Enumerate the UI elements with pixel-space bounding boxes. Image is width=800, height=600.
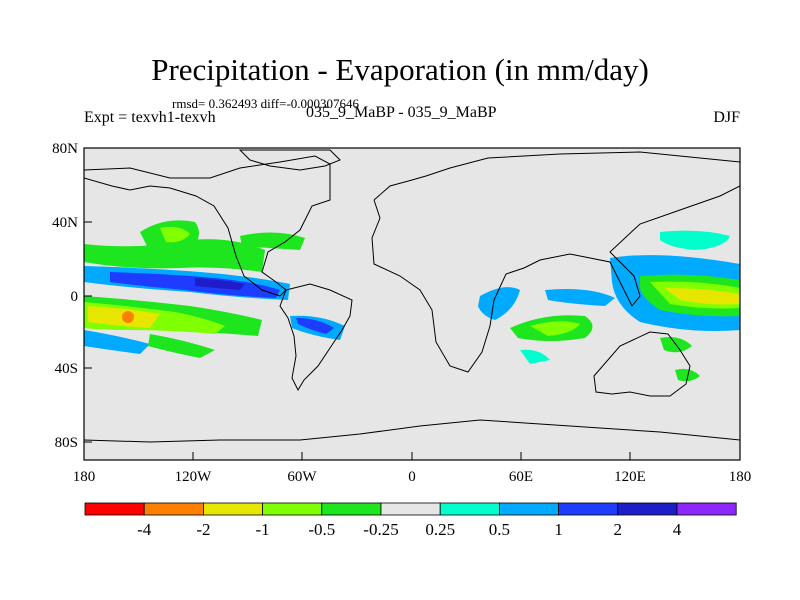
- contour-band: [84, 239, 265, 272]
- coastline-antarctica: [84, 419, 740, 443]
- colorbar-label: 0.25: [425, 520, 455, 539]
- coastline-eurasia-africa: [371, 151, 740, 373]
- colorbar-swatch: [439, 502, 500, 516]
- x-tick-label: 180: [73, 469, 96, 485]
- colorbar-swatch: [143, 502, 204, 516]
- contour-band: [160, 226, 190, 243]
- contour-band: [545, 289, 615, 306]
- colorbar-label: -1: [256, 520, 270, 539]
- colorbar-swatch: [380, 502, 441, 516]
- coastline-greenland: [238, 149, 341, 171]
- contour-band: [660, 230, 730, 250]
- colorbar-swatch: [84, 502, 145, 516]
- contour-band: [240, 232, 305, 250]
- case-label: 035_9_MaBP - 035_9_MaBP: [306, 104, 497, 121]
- y-tick-label: 80S: [55, 435, 78, 451]
- colorbar-swatch: [202, 502, 263, 516]
- x-tick-label: 120W: [175, 469, 213, 485]
- colorbar-label: -0.25: [363, 520, 398, 539]
- contour-band: [478, 287, 520, 320]
- season-label: DJF: [713, 109, 740, 126]
- contour-band: [148, 334, 215, 358]
- colorbar: -4 -2 -1 -0.5 -0.25 0.25 0.5 1 2 4: [84, 502, 737, 539]
- y-tick-label: 0: [71, 289, 79, 305]
- stats-text: rmsd= 0.362493 diff=-0.000307646: [172, 96, 360, 111]
- colorbar-swatch: [617, 502, 678, 516]
- contour-band: [665, 288, 740, 305]
- y-tick-marks: [84, 147, 92, 443]
- x-tick-label: 60W: [287, 469, 317, 485]
- contour-band: [84, 330, 150, 354]
- y-tick-label: 80N: [52, 141, 78, 157]
- coastline-north-america: [84, 155, 331, 297]
- x-tick-label: 180: [729, 469, 752, 485]
- field-contours: [84, 220, 740, 382]
- colorbar-label: 2: [614, 520, 623, 539]
- x-tick-label: 120E: [614, 469, 646, 485]
- coastlines: [84, 149, 740, 443]
- y-tick-label: 40S: [55, 361, 78, 377]
- contour-band: [520, 349, 550, 364]
- x-tick-label: 60E: [509, 469, 533, 485]
- colorbar-swatch: [321, 502, 382, 516]
- coastline-south-america: [279, 283, 353, 392]
- colorbar-swatch: [262, 502, 323, 516]
- colorbar-label: 0.5: [489, 520, 510, 539]
- x-tick-label: 0: [408, 469, 416, 485]
- plot-title: Precipitation - Evaporation (in mm/day): [151, 52, 649, 87]
- colorbar-swatch: [498, 502, 559, 516]
- y-tick-label: 40N: [52, 215, 78, 231]
- contour-spot: [122, 311, 134, 323]
- contour-band: [296, 318, 334, 334]
- colorbar-swatch: [676, 502, 737, 516]
- colorbar-label: -2: [196, 520, 210, 539]
- contour-band: [195, 278, 245, 290]
- contour-band: [530, 321, 580, 336]
- colorbar-label: 4: [673, 520, 682, 539]
- colorbar-label: -0.5: [308, 520, 335, 539]
- colorbar-label: -4: [137, 520, 152, 539]
- experiment-label: Expt = texvh1-texvh: [84, 109, 216, 126]
- x-tick-marks: [83, 452, 741, 460]
- colorbar-label: 1: [554, 520, 563, 539]
- colorbar-swatch: [558, 502, 619, 516]
- coastline-australia: [593, 331, 691, 397]
